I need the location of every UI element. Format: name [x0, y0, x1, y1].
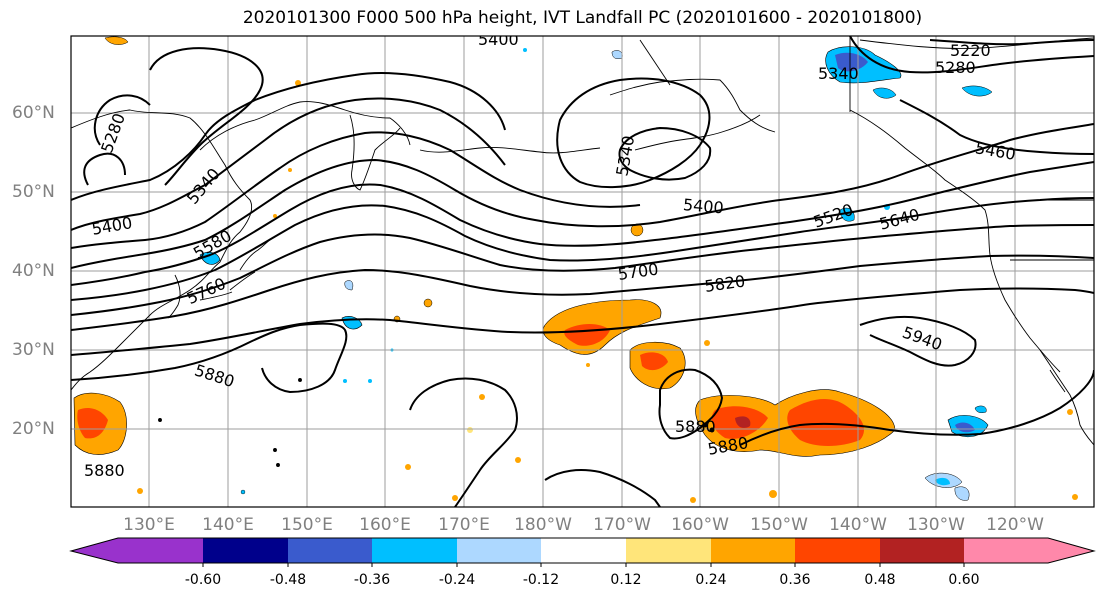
lon-label: 120°W	[986, 515, 1044, 535]
lon-label: 160°W	[671, 515, 729, 535]
contour-label: 5340	[818, 64, 859, 83]
colorbar-label: 0.12	[610, 572, 642, 588]
colorbar-label: -0.12	[522, 572, 560, 588]
lon-label: 170°W	[593, 515, 651, 535]
lon-label: 170°E	[438, 515, 490, 535]
lon-label: 150°W	[750, 515, 808, 535]
contour-label: 5220	[950, 41, 991, 60]
contour-label: 5400	[682, 195, 724, 217]
map-frame	[70, 35, 1095, 508]
colorbar-label: 0.36	[779, 572, 811, 588]
contour-label: 5400	[478, 30, 519, 49]
colorbar-extend-low	[71, 538, 118, 563]
map-title: 2020101300 F000 500 hPa height, IVT Land…	[242, 8, 923, 28]
lat-label: 60°N	[12, 103, 55, 123]
colorbar-extend-high	[1048, 538, 1094, 563]
contour-label: 5280	[935, 58, 976, 77]
colorbar-label: -0.48	[269, 572, 307, 588]
lon-label: 140°W	[829, 515, 887, 535]
lon-label: 140°E	[202, 515, 254, 535]
colorbar-label: -0.60	[184, 572, 222, 588]
colorbar	[69, 537, 1096, 567]
lat-label: 20°N	[12, 419, 55, 439]
contour-label: 5880	[675, 417, 716, 436]
lat-label: 30°N	[12, 340, 55, 360]
colorbar-label: 0.48	[864, 572, 896, 588]
lon-label: 130°W	[907, 515, 965, 535]
height-contours	[71, 36, 1094, 507]
ivt-shading	[73, 36, 1078, 503]
lat-label: 40°N	[12, 261, 55, 281]
colorbar-label: -0.36	[353, 572, 391, 588]
colorbar-label: 0.24	[695, 572, 727, 588]
contour-label: 5880	[84, 461, 125, 480]
lon-label: 130°E	[123, 515, 175, 535]
lon-label: 180°W	[514, 515, 572, 535]
lat-label: 50°N	[12, 182, 55, 202]
colorbar-label: -0.24	[438, 572, 476, 588]
lon-label: 150°E	[281, 515, 333, 535]
colorbar-label: 0.60	[948, 572, 980, 588]
lon-label: 160°E	[359, 515, 411, 535]
